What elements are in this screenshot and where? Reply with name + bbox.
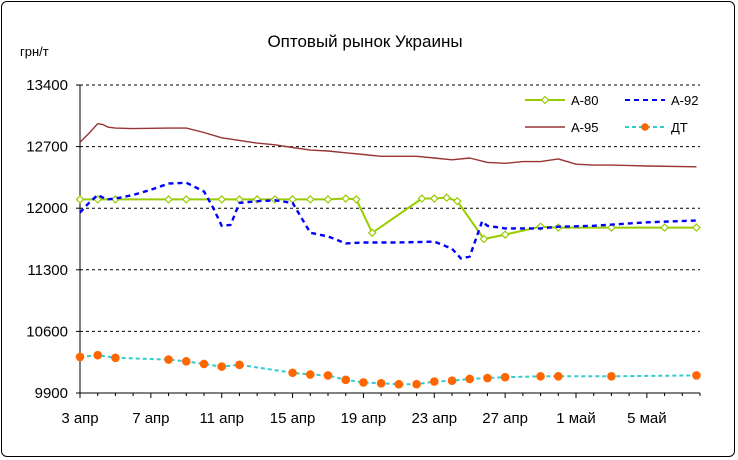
series-3-point-7: [235, 360, 244, 370]
y-axis-unit-label: грн/т: [20, 44, 49, 59]
series-3-point-11: [341, 375, 351, 385]
series-3-point-5: [199, 359, 209, 369]
y-tick-label-9900: 9900: [35, 385, 68, 402]
y-tick-label-12700: 12700: [26, 139, 68, 156]
series-0-point-19: [479, 234, 489, 244]
series-0-point-13: [351, 195, 361, 204]
series-3-point-1: [93, 350, 103, 360]
series-3-point-16: [429, 377, 439, 386]
legend-label-2: А-95: [571, 120, 598, 135]
series-3-point-9: [305, 370, 315, 379]
x-tick-label-0: 3 апр: [61, 410, 98, 427]
legend-marker-3: [641, 123, 649, 131]
legend-item-0: А-80: [525, 93, 598, 108]
x-tick-label-32: 5 май: [627, 410, 667, 427]
x-tick-label-8: 11 апр: [199, 410, 244, 427]
x-tick-label-4: 7 апр: [132, 410, 169, 427]
series-3-point-0: [75, 352, 85, 362]
series-0-point-17: [442, 193, 452, 202]
axes: [79, 85, 700, 394]
series-line-2: [79, 122, 697, 168]
legend-item-2: А-95: [525, 120, 598, 135]
series-0-point-14: [367, 228, 377, 238]
series-0-point-16: [429, 194, 439, 203]
series-line-0: [80, 196, 697, 240]
series-line-1: [79, 181, 697, 260]
legend-item-1: А-92: [625, 93, 698, 108]
series-0-point-10: [305, 195, 315, 204]
legend-item-3: ДТ: [625, 120, 688, 135]
series-3: [75, 350, 701, 389]
series-0-point-18: [452, 196, 462, 206]
legend: А-80 А-92 А-95 ДТ: [525, 93, 698, 135]
series-1: [79, 181, 697, 260]
series-3-point-17: [447, 376, 457, 385]
series-3-point-24: [692, 371, 701, 380]
series-0-point-4: [181, 195, 191, 204]
x-axis-ticks: 3 апр 7 апр 11 апр 15 апр 19 апр 23 апр 27 апр…: [61, 393, 701, 427]
chart-title: Оптовый рынок Украины: [267, 32, 462, 51]
series-3-point-22: [553, 371, 563, 381]
y-tick-label-12000: 12000: [26, 200, 68, 217]
series-0-point-20: [500, 230, 510, 239]
legend-label-1: А-92: [671, 93, 698, 108]
legend-label-3: ДТ: [671, 120, 688, 135]
x-tick-label-16: 19 апр: [341, 410, 387, 427]
x-tick-label-24: 27 апр: [482, 410, 528, 427]
series-0-point-24: [660, 223, 669, 232]
series-0-point-0: [75, 195, 85, 204]
series-3-point-15: [412, 379, 421, 389]
legend-label-0: А-80: [571, 93, 598, 108]
y-tick-label-13400: 13400: [26, 77, 68, 94]
series-0-point-3: [164, 195, 173, 204]
x-tick-label-12: 15 апр: [270, 410, 316, 427]
series-3-point-8: [288, 368, 297, 378]
y-tick-label-10600: 10600: [26, 323, 68, 340]
y-axis-ticks: 9900 10600 11300 12000 12700 13400: [26, 77, 80, 402]
series-3-point-6: [217, 362, 227, 371]
series-3-point-13: [376, 379, 386, 388]
x-tick-label-28: 1 май: [556, 410, 596, 427]
series-3-point-20: [500, 372, 510, 382]
series-0-point-15: [417, 194, 427, 203]
series-3-point-19: [483, 373, 492, 383]
series-3-point-23: [607, 371, 616, 381]
y-tick-label-11300: 11300: [27, 262, 68, 279]
series-3-point-12: [359, 378, 368, 387]
series-3-point-4: [181, 357, 191, 366]
series-3-point-18: [465, 374, 475, 384]
series-0: [75, 193, 701, 244]
series-0-point-23: [607, 223, 616, 232]
series-3-point-14: [394, 379, 404, 389]
gridlines: [80, 84, 700, 332]
series-3-point-3: [164, 355, 173, 364]
series-0-point-11: [323, 195, 333, 204]
series-3-point-2: [111, 353, 120, 363]
series-3-point-21: [536, 371, 545, 381]
series-0-point-5: [217, 195, 227, 204]
series-group: [75, 122, 701, 389]
x-tick-label-20: 23 апр: [411, 410, 457, 427]
series-2: [79, 122, 697, 168]
legend-marker-0: [540, 95, 550, 105]
series-3-point-10: [323, 371, 333, 380]
series-0-point-12: [341, 194, 351, 203]
series-0-point-25: [692, 223, 701, 232]
